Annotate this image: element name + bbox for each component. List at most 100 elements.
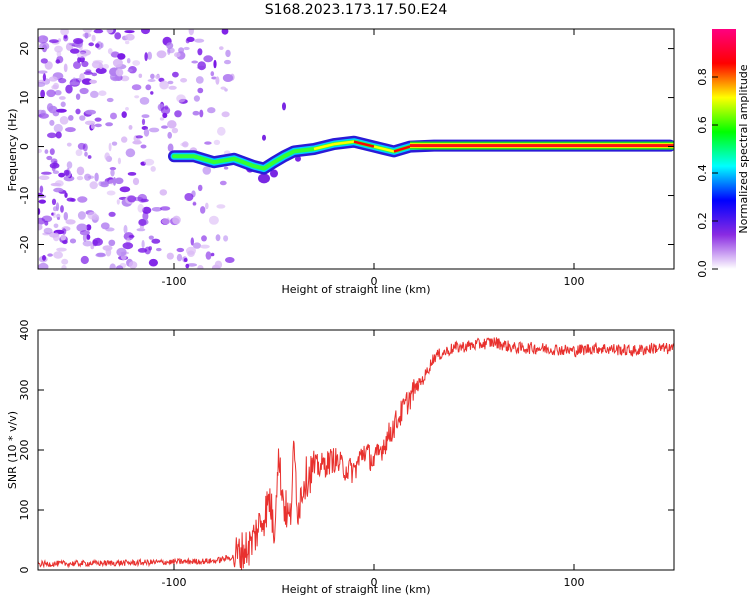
noise-blob xyxy=(182,141,189,148)
noise-blob xyxy=(84,120,96,126)
noise-blob xyxy=(211,76,218,80)
noise-blob xyxy=(213,59,217,69)
snr-y-axis-label: SNR (10 * v/v) xyxy=(6,411,19,489)
heatmap-x-tick-label: -100 xyxy=(162,275,187,288)
noise-blob xyxy=(121,111,127,118)
noise-blob xyxy=(114,32,122,40)
noise-blob xyxy=(197,184,203,192)
colorbar-tick-label: 0.4 xyxy=(696,164,709,182)
noise-blob xyxy=(121,136,128,143)
noise-blob xyxy=(193,95,200,102)
noise-blob xyxy=(139,97,150,105)
noise-blob xyxy=(85,109,96,115)
noise-blob xyxy=(109,263,116,269)
noise-blob xyxy=(166,252,174,260)
noise-blob xyxy=(94,172,99,182)
noise-blob xyxy=(90,244,95,250)
noise-blob xyxy=(132,140,142,145)
noise-blob xyxy=(46,89,56,98)
noise-blob xyxy=(43,227,53,235)
noise-blob xyxy=(87,155,92,159)
noise-blob xyxy=(150,91,154,95)
noise-blob xyxy=(38,262,49,269)
colorbar-gradient xyxy=(712,29,736,269)
noise-blob xyxy=(44,61,53,70)
noise-blob xyxy=(81,60,89,68)
noise-blob xyxy=(148,235,154,240)
colorbar-tick-label: 0.6 xyxy=(696,116,709,134)
snr-series-line xyxy=(38,337,674,570)
snr-panel: -100 0 100 0 100 200 300 400 Height of straight… xyxy=(6,320,675,596)
noise-blob xyxy=(65,84,73,94)
noise-blob xyxy=(208,215,219,225)
noise-blob xyxy=(197,48,203,56)
noise-blob xyxy=(180,78,188,83)
noise-blob xyxy=(192,110,200,116)
noise-blob xyxy=(107,48,113,55)
noise-blob xyxy=(90,90,99,98)
noise-blob xyxy=(54,45,63,53)
noise-blob xyxy=(102,64,110,69)
noise-blob xyxy=(94,123,102,128)
noise-blob xyxy=(69,81,80,86)
noise-blob xyxy=(202,166,212,175)
heatmap-y-tick-label: 0 xyxy=(18,143,31,150)
noise-blob xyxy=(73,38,84,44)
noise-blob xyxy=(167,120,177,129)
noise-blob xyxy=(53,82,59,90)
ridge-blob xyxy=(262,134,266,141)
noise-blob xyxy=(151,207,163,212)
noise-blob xyxy=(47,132,57,139)
noise-blob xyxy=(108,211,116,217)
noise-blob xyxy=(211,264,221,269)
noise-blob xyxy=(188,29,194,36)
noise-blob xyxy=(195,76,204,84)
noise-blob xyxy=(56,213,61,219)
colorbar-tick-label: 0.2 xyxy=(696,212,709,230)
noise-blob xyxy=(60,205,64,213)
noise-blob xyxy=(123,224,128,234)
colorbar-tick-label: 0.8 xyxy=(696,68,709,86)
heatmap-x-tick-label: 0 xyxy=(371,275,378,288)
noise-blob xyxy=(115,68,124,77)
noise-blob xyxy=(58,172,65,178)
noise-blob xyxy=(219,180,227,186)
noise-blob xyxy=(72,77,77,83)
noise-blob xyxy=(88,42,94,47)
noise-blob xyxy=(54,90,62,96)
noise-blob xyxy=(38,175,50,180)
noise-blob xyxy=(55,131,62,139)
noise-blob xyxy=(98,90,107,96)
noise-blob xyxy=(48,76,58,82)
noise-blob xyxy=(76,166,85,176)
noise-blob xyxy=(126,58,131,64)
noise-blob xyxy=(77,196,88,203)
snr-x-axis-label: Height of straight line (km) xyxy=(281,583,430,596)
noise-blob xyxy=(138,73,143,79)
noise-blob xyxy=(63,34,68,39)
noise-blob xyxy=(40,89,45,99)
noise-blob xyxy=(60,234,66,241)
noise-blob xyxy=(197,265,204,269)
noise-blob xyxy=(86,234,91,240)
noise-blob xyxy=(49,119,55,126)
noise-blob xyxy=(44,220,49,226)
noise-blob xyxy=(159,80,169,90)
noise-blob xyxy=(52,232,60,242)
heatmap-y-tick-label: 20 xyxy=(18,42,31,56)
noise-blob xyxy=(142,211,149,221)
noise-blob xyxy=(84,173,92,181)
noise-blob xyxy=(217,126,226,136)
noise-blob xyxy=(116,199,120,205)
noise-blob xyxy=(106,29,114,34)
noise-blob xyxy=(148,127,160,133)
noise-blob xyxy=(42,73,47,82)
noise-blob xyxy=(55,59,61,64)
noise-blob xyxy=(89,79,97,84)
noise-blob xyxy=(210,252,215,257)
noise-blob xyxy=(70,48,80,54)
noise-blob xyxy=(131,84,142,91)
noise-blob xyxy=(141,240,145,249)
